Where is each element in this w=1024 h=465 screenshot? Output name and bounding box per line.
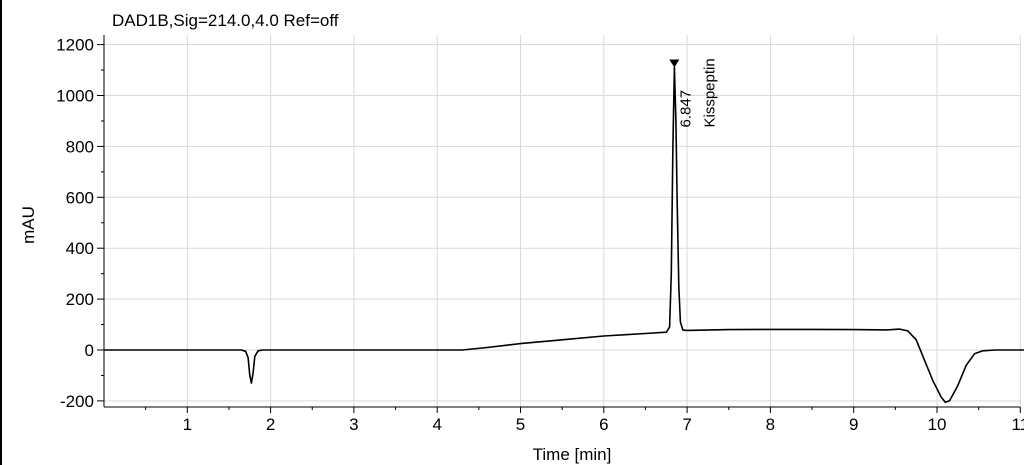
y-tick-label: 800 [66, 137, 94, 156]
chart-title: DAD1B,Sig=214.0,4.0 Ref=off [112, 11, 339, 30]
series-layer [104, 66, 1024, 403]
y-tick-label: 200 [66, 290, 94, 309]
peak-retention-time: 6.847 [677, 90, 694, 128]
y-tick-label: 400 [66, 239, 94, 258]
x-tick-label: 9 [849, 415, 858, 434]
x-tick-label: 4 [432, 415, 441, 434]
x-tick-label: 7 [682, 415, 691, 434]
grid [104, 35, 1021, 407]
y-axis-label: mAU [19, 206, 38, 244]
x-tick-label: 2 [266, 415, 275, 434]
peak-compound-label: Kisspeptin [701, 58, 718, 127]
x-tick-label: 10 [928, 415, 947, 434]
x-tick-label: 8 [766, 415, 775, 434]
x-tick-label: 5 [516, 415, 525, 434]
axes [103, 35, 1020, 408]
ticks: 1 2 3 4 5 6 7 8 9 10 11 -200 0 200 400 600 800 1000 1200 [56, 36, 1024, 434]
y-tick-label: -200 [60, 392, 94, 411]
x-tick-label: 3 [349, 415, 358, 434]
x-axis-label: Time [min] [533, 445, 612, 464]
peak-marker [669, 59, 680, 68]
y-tick-label: 600 [66, 188, 94, 207]
annotations: 6.847 Kisspeptin [669, 58, 718, 128]
y-tick-label: 1200 [56, 36, 94, 55]
y-tick-label: 0 [85, 341, 94, 360]
x-tick-label: 1 [183, 415, 192, 434]
y-tick-label: 1000 [56, 87, 94, 106]
x-tick-label: 11 [1011, 415, 1024, 434]
x-tick-label: 6 [599, 415, 608, 434]
signal-trace [104, 66, 1024, 403]
